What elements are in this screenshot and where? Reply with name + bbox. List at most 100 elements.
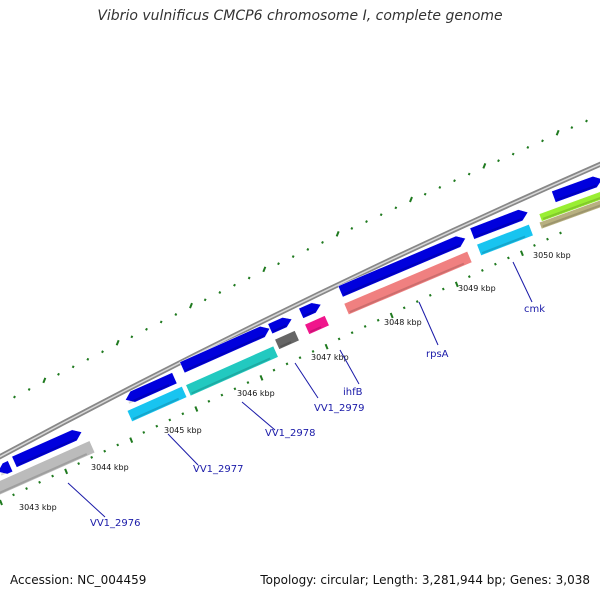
- inner-tick: [90, 455, 94, 459]
- outer-tick: [379, 213, 383, 217]
- inner-tick: [259, 374, 264, 381]
- outer-tick: [526, 145, 530, 149]
- gene-bar-vv1-2976: [0, 440, 96, 498]
- gene-label: VV1_2976: [90, 518, 141, 529]
- outer-tick: [394, 206, 398, 210]
- outer-tick: [365, 220, 368, 223]
- outer-tick: [218, 291, 222, 294]
- outer-tick: [555, 129, 560, 136]
- outer-tick: [233, 283, 236, 287]
- outer-tick: [57, 372, 60, 376]
- gene-label: VV1_2979: [314, 403, 365, 414]
- position-label: 3046 kbp: [237, 389, 275, 398]
- inner-tick: [337, 337, 341, 341]
- inner-tick: [415, 300, 419, 304]
- gene-label: ihfB: [343, 387, 363, 398]
- inner-tick: [194, 406, 199, 412]
- outer-tick: [497, 159, 500, 163]
- outer-tick: [71, 365, 75, 369]
- gene-bar-khaki: [538, 194, 600, 230]
- outer-tick: [291, 255, 295, 258]
- inner-tick: [350, 331, 354, 335]
- inner-tick: [389, 312, 394, 319]
- gene-label: cmk: [524, 304, 545, 315]
- inner-tick: [298, 356, 302, 360]
- inner-tick: [285, 362, 289, 366]
- outer-tick: [145, 327, 148, 331]
- outer-tick: [335, 231, 340, 237]
- inner-tick: [64, 468, 69, 475]
- cds-arrow: [11, 429, 83, 468]
- inner-tick: [103, 449, 107, 453]
- gene-leader-line: [339, 349, 360, 385]
- inner-tick: [546, 237, 549, 241]
- inner-tick: [402, 306, 406, 310]
- outer-tick: [306, 248, 310, 251]
- inner-tick: [428, 293, 432, 297]
- gene-label: rpsA: [426, 349, 449, 360]
- inner-tick: [246, 381, 250, 385]
- position-label: 3049 kbp: [458, 284, 496, 293]
- inner-tick: [467, 275, 471, 279]
- gene-leader-line: [67, 482, 106, 518]
- inner-tick: [441, 287, 445, 291]
- position-label: 3047 kbp: [311, 353, 349, 362]
- outer-tick: [13, 395, 16, 399]
- inner-tick: [116, 443, 120, 447]
- inner-tick: [559, 231, 562, 235]
- inner-tick: [272, 368, 276, 372]
- outer-tick: [321, 240, 324, 244]
- inner-tick: [142, 430, 146, 434]
- inner-tick: [77, 462, 81, 466]
- cds-arrow: [267, 317, 293, 335]
- gene-label: VV1_2977: [193, 464, 244, 475]
- gene-leader-line: [294, 362, 319, 399]
- inner-tick: [480, 268, 484, 272]
- outer-tick: [189, 302, 193, 309]
- inner-tick: [533, 244, 536, 247]
- outer-tick: [350, 227, 354, 230]
- cds-arrow: [0, 460, 14, 476]
- accession-label: Accession: NC_004459: [10, 573, 147, 587]
- inner-tick: [12, 493, 15, 497]
- cds-arrow: [298, 302, 322, 319]
- inner-tick: [207, 399, 211, 403]
- inner-tick: [324, 343, 329, 350]
- outer-tick: [541, 139, 544, 143]
- gene-leader-line: [512, 261, 533, 303]
- gene-bar-vv1-2978: [185, 345, 279, 397]
- outer-tick: [174, 313, 178, 316]
- gene-bar-rpsa: [343, 250, 473, 316]
- outer-tick: [247, 276, 251, 280]
- inner-tick: [51, 474, 54, 478]
- inner-tick: [155, 424, 159, 428]
- inner-tick: [493, 262, 497, 266]
- outer-tick: [409, 196, 413, 203]
- inner-tick: [181, 412, 185, 416]
- backbone-highlight: [0, 163, 600, 458]
- cds-arrow: [469, 209, 529, 240]
- gene-bar-lime: [538, 186, 600, 222]
- cds-arrow: [337, 235, 466, 298]
- outer-tick: [159, 320, 163, 324]
- outer-tick: [438, 185, 442, 189]
- gene-leader-line: [167, 433, 199, 466]
- outer-tick: [482, 162, 487, 169]
- inner-tick: [168, 418, 172, 422]
- outer-tick: [511, 152, 515, 156]
- cds-arrow: [124, 372, 178, 404]
- inner-tick: [507, 256, 510, 260]
- map-title: Vibrio vulnificus CMCP6 chromosome I, co…: [97, 8, 503, 24]
- outer-tick: [203, 298, 207, 302]
- outer-tick: [453, 179, 456, 183]
- genome-summary: Topology: circular; Length: 3,281,944 bp…: [260, 573, 590, 587]
- gene-bar-vv1-2979: [274, 330, 300, 350]
- inner-tick: [454, 281, 459, 288]
- outer-tick: [101, 350, 104, 354]
- outer-tick: [42, 377, 47, 384]
- gene-leader-line: [241, 401, 276, 431]
- position-label: 3043 kbp: [19, 503, 57, 512]
- outer-tick: [27, 387, 31, 391]
- position-label: 3050 kbp: [533, 251, 571, 260]
- position-label: 3044 kbp: [91, 463, 129, 472]
